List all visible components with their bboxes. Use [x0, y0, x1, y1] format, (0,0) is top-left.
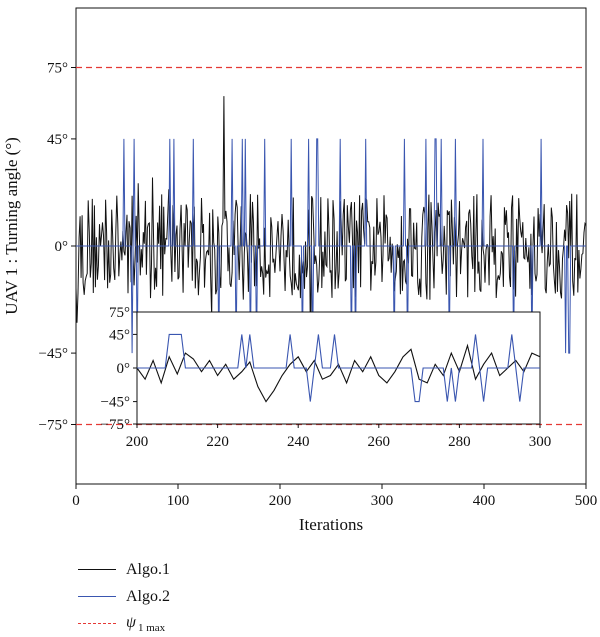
y-tick-label: 75°	[47, 61, 68, 77]
legend-label-algo2: Algo.2	[126, 587, 170, 605]
inset-x-tick-label: 220	[206, 434, 229, 450]
y-tick-label: 0°	[55, 239, 69, 255]
inset-x-tick-label: 300	[529, 434, 552, 450]
inset-plot: −75° −45° 0° 45° 75° 200 220 240 260 280 300	[101, 305, 552, 450]
inset-x-tick-label: 280	[448, 434, 471, 450]
x-tick-label: 200	[269, 493, 292, 509]
inset-y-tick-label: 45°	[109, 327, 130, 343]
legend-item-algo1: Algo.1	[78, 556, 378, 583]
x-tick-label: 0	[72, 493, 80, 509]
inset-series-algo2-line	[137, 333, 540, 403]
inset-y-tick-label: 75°	[109, 305, 130, 321]
legend-label-algo1: Algo.1	[126, 560, 170, 578]
y-axis-label: UAV 1 : Turning angle (°)	[2, 137, 21, 315]
inset-x-tick-label: 240	[287, 434, 310, 450]
inset-x-tick-label: 200	[126, 434, 149, 450]
y-tick-label: −45°	[39, 346, 68, 362]
series-algo1-line	[75, 96, 587, 361]
inset-y-tick-label: 0°	[117, 361, 131, 377]
y-tick-label: −75°	[39, 418, 68, 434]
x-tick-label: 100	[167, 493, 190, 509]
x-tick-label: 500	[575, 493, 598, 509]
x-tick-label: 300	[371, 493, 394, 509]
legend-item-algo2: Algo.2	[78, 583, 378, 610]
y-tick-label: 45°	[47, 132, 68, 148]
main-plot: −75° −45° 0° 45° 75° 0 100 200 300 400 500 Iteratio…	[2, 7, 598, 534]
x-axis-label: Iterations	[299, 515, 363, 534]
legend-swatch-algo1	[78, 569, 116, 570]
inset-y-tick-label: −45°	[101, 395, 130, 411]
x-tick-label: 400	[473, 493, 496, 509]
series-algo2-line	[76, 138, 586, 354]
legend-swatch-algo2	[78, 596, 116, 597]
inset-y-tick-label: −75°	[101, 417, 130, 433]
legend-swatch-psi-max	[78, 623, 116, 624]
inset-x-tick-label: 260	[368, 434, 391, 450]
